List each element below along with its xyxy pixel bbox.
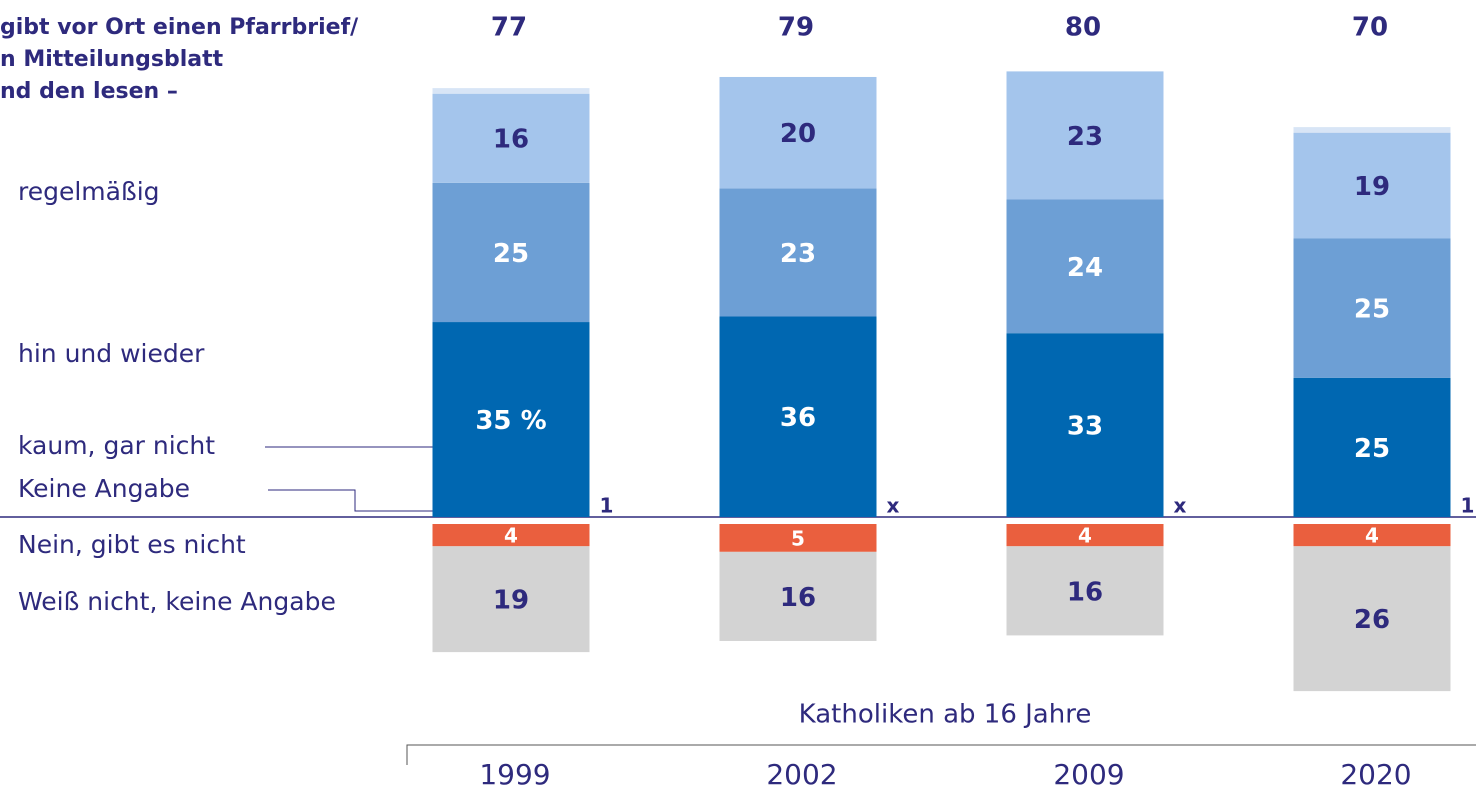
value-label: 5 [791,526,805,550]
x-tick-label: 2020 [1340,758,1411,791]
total-label: 70 [1352,13,1388,43]
bar-segment [1006,71,1164,200]
bar-segment [1006,524,1164,547]
bar-segment [1293,238,1451,378]
value-label: 16 [493,125,529,155]
row-label: hin und wieder [18,339,205,368]
value-label: 1 [1461,494,1475,518]
value-label: 36 [780,403,816,433]
x-tick-label: 2002 [766,758,837,791]
leader-line [268,489,433,512]
bar-segment [719,316,877,517]
bar-segment [432,93,590,183]
chart-title-line: gibt vor Ort einen Pfarrbrief/ [0,15,359,40]
value-label: 25 [493,239,529,269]
bar-segment [1293,127,1451,133]
row-label: Nein, gibt es nicht [18,530,246,559]
bar-segment [432,88,590,94]
value-label: 16 [1067,577,1103,607]
bar-segment [432,524,590,547]
chart-title-line: nd den lesen – [0,79,178,104]
bar-segment [1293,524,1451,547]
chart-title-line: n Mitteilungsblatt [0,47,224,72]
bar-segment [1293,377,1451,517]
value-label: 19 [1354,172,1390,202]
bar-segment [432,322,590,517]
bar-segment [432,546,590,653]
bar-segment [1006,199,1164,334]
value-label: 25 [1354,295,1390,325]
value-label: 4 [1365,524,1379,548]
bar-segment [719,188,877,317]
bar-segment [719,551,877,641]
value-label: x [887,494,900,518]
value-label: 23 [780,239,816,269]
x-tick-label: 1999 [479,758,550,791]
subtitle: Katholiken ab 16 Jahre [799,700,1092,730]
bar-segment [1293,546,1451,692]
value-label: 35 % [475,406,546,436]
value-label: 19 [493,586,529,616]
x-tick-label: 2009 [1053,758,1124,791]
bar-segment [1006,333,1164,517]
bar-segment [1006,546,1164,636]
value-label: 16 [780,583,816,613]
bar-segment [432,182,590,323]
value-label: 33 [1067,412,1103,442]
total-label: 79 [778,13,814,43]
value-label: 24 [1067,253,1103,283]
value-label: 4 [504,524,518,548]
row-label: Keine Angabe [18,474,190,503]
value-label: 26 [1354,605,1390,635]
value-label: 25 [1354,434,1390,464]
value-label: x [1174,494,1187,518]
bar-segment [719,524,877,552]
value-label: 20 [780,119,816,149]
value-label: 23 [1067,122,1103,152]
bar-segment [1293,132,1451,239]
total-label: 77 [491,13,527,43]
total-label: 80 [1065,13,1101,43]
row-label: regelmäßig [18,177,160,206]
bar-segment [719,76,877,189]
value-label: 1 [600,494,614,518]
row-label: Weiß nicht, keine Angabe [18,587,336,616]
row-label: kaum, gar nicht [18,431,215,460]
year-bracket [406,744,1476,765]
value-label: 4 [1078,524,1092,548]
